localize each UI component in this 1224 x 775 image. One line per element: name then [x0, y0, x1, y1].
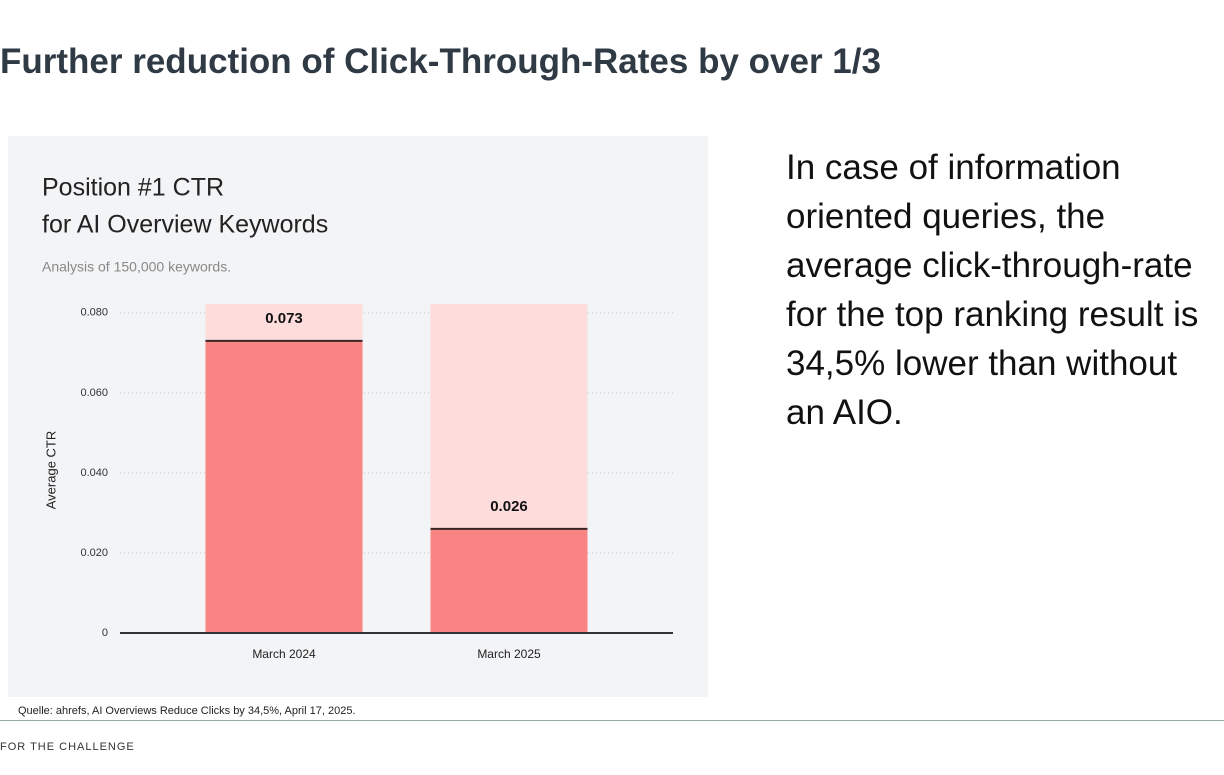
divider: [0, 720, 1224, 721]
x-tick-label: March 2025: [477, 647, 541, 661]
chart: Position #1 CTR for AI Overview Keywords…: [8, 136, 708, 697]
value-label: 0.073: [265, 310, 303, 327]
value-label: 0.026: [490, 498, 528, 515]
source: Quelle: ahrefs, AI Overviews Reduce Clic…: [18, 705, 356, 717]
chart-subtitle: Analysis of 150,000 keywords.: [42, 259, 231, 275]
y-tick-label: 0.060: [80, 387, 108, 399]
slide-body: In case of information oriented queries,…: [786, 148, 1199, 432]
bar: [430, 528, 588, 633]
bar: [205, 340, 363, 633]
y-tick-label: 0: [102, 627, 108, 639]
y-tick-label: 0.080: [80, 307, 108, 319]
y-tick-label: 0.040: [80, 467, 108, 479]
footer: FOR THE CHALLENGE: [0, 741, 135, 753]
chart-title: for AI Overview Keywords: [42, 211, 328, 239]
chart-title: Position #1 CTR: [42, 174, 224, 202]
y-axis-label: Average CTR: [43, 431, 58, 510]
slide-title: Further reduction of Click-Through-Rates…: [0, 42, 881, 81]
x-tick-label: March 2024: [252, 647, 316, 661]
y-tick-label: 0.020: [80, 547, 108, 559]
